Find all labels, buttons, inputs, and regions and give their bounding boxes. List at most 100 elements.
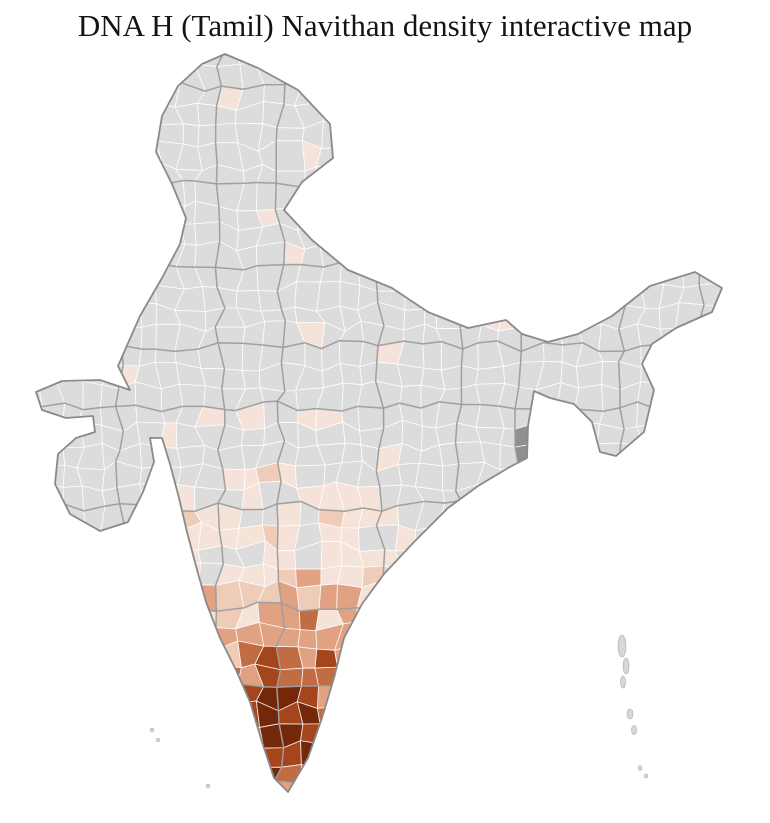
district-cell[interactable] [0, 342, 25, 370]
district-cell[interactable] [542, 687, 561, 710]
district-cell[interactable] [718, 783, 738, 799]
district-cell[interactable] [394, 680, 425, 709]
district-cell[interactable] [94, 761, 120, 792]
district-cell[interactable] [376, 180, 406, 204]
district-cell[interactable] [635, 600, 662, 630]
district-cell[interactable] [75, 582, 99, 611]
district-cell[interactable] [760, 721, 770, 751]
district-cell[interactable] [659, 760, 681, 792]
district-cell[interactable] [138, 162, 163, 186]
district-cell[interactable] [136, 221, 164, 249]
district-cell[interactable] [119, 667, 142, 691]
district-cell[interactable] [254, 46, 286, 65]
district-cell[interactable] [154, 483, 180, 512]
district-cell[interactable] [404, 128, 422, 152]
district-cell[interactable] [300, 782, 325, 799]
district-cell[interactable] [617, 64, 644, 89]
district-cell[interactable] [594, 161, 625, 189]
district-cell[interactable] [263, 84, 286, 105]
district-cell[interactable] [616, 221, 644, 249]
district-cell[interactable] [720, 401, 741, 428]
district-cell[interactable] [719, 223, 743, 246]
district-cell[interactable] [435, 148, 460, 171]
district-cell[interactable] [694, 422, 722, 448]
district-cell[interactable] [25, 321, 40, 351]
district-cell[interactable] [725, 203, 744, 228]
district-cell[interactable] [281, 60, 304, 85]
district-cell[interactable] [116, 208, 146, 223]
district-cell[interactable] [635, 727, 659, 752]
district-cell[interactable] [119, 107, 139, 127]
district-cell[interactable] [16, 100, 40, 129]
district-cell[interactable] [17, 584, 42, 608]
district-cell[interactable] [736, 266, 762, 288]
district-cell[interactable] [19, 783, 45, 799]
district-cell[interactable] [339, 67, 359, 88]
district-cell[interactable] [97, 560, 121, 590]
district-cell[interactable] [554, 706, 579, 730]
district-cell[interactable] [524, 562, 542, 592]
district-cell[interactable] [297, 629, 318, 650]
district-cell[interactable] [20, 642, 42, 664]
district-cell[interactable] [35, 46, 61, 69]
district-cell[interactable] [441, 83, 464, 111]
district-cell[interactable] [760, 243, 770, 270]
district-cell[interactable] [54, 184, 86, 211]
district-cell[interactable] [16, 480, 41, 509]
district-cell[interactable] [737, 127, 758, 150]
district-cell[interactable] [720, 301, 741, 327]
district-cell[interactable] [382, 565, 405, 588]
district-cell[interactable] [140, 323, 157, 350]
district-cell[interactable] [16, 680, 41, 707]
district-cell[interactable] [84, 720, 105, 747]
district-cell[interactable] [0, 725, 25, 745]
district-cell[interactable] [539, 461, 560, 484]
district-cell[interactable] [437, 603, 466, 631]
district-cell[interactable] [56, 282, 86, 310]
district-cell[interactable] [5, 281, 18, 309]
district-cell[interactable] [519, 523, 540, 549]
district-cell[interactable] [181, 768, 204, 789]
district-cell[interactable] [0, 486, 21, 508]
district-cell[interactable] [75, 742, 104, 771]
district-cell[interactable] [720, 324, 741, 352]
district-cell[interactable] [595, 526, 624, 551]
district-cell[interactable] [474, 743, 503, 768]
district-cell[interactable] [699, 181, 725, 208]
district-cell[interactable] [574, 384, 604, 412]
district-cell[interactable] [634, 562, 664, 589]
district-cell[interactable] [576, 685, 604, 710]
district-cell[interactable] [538, 305, 564, 324]
district-cell[interactable] [36, 784, 64, 799]
district-cell[interactable] [479, 761, 506, 790]
district-cell[interactable] [576, 582, 601, 612]
district-cell[interactable] [596, 781, 624, 799]
district-cell[interactable] [119, 683, 142, 711]
district-cell[interactable] [454, 521, 478, 544]
district-cell[interactable] [435, 127, 460, 151]
district-cell[interactable] [116, 185, 146, 212]
district-cell[interactable] [700, 480, 724, 507]
district-cell[interactable] [761, 786, 770, 799]
district-cell[interactable] [435, 181, 465, 211]
district-cell[interactable] [417, 781, 446, 799]
district-cell[interactable] [114, 302, 143, 331]
district-cell[interactable] [55, 609, 83, 632]
district-cell[interactable] [658, 529, 685, 547]
district-cell[interactable] [736, 629, 762, 642]
district-cell[interactable] [437, 728, 465, 747]
district-cell[interactable] [519, 668, 544, 688]
district-cell[interactable] [296, 584, 322, 612]
district-cell[interactable] [96, 107, 123, 127]
district-cell[interactable] [621, 187, 645, 207]
district-cell[interactable] [20, 141, 41, 172]
district-cell[interactable] [394, 46, 421, 70]
district-cell[interactable] [743, 244, 762, 268]
district-cell[interactable] [154, 766, 186, 791]
district-cell[interactable] [696, 648, 721, 672]
district-cell[interactable] [735, 183, 765, 203]
district-cell[interactable] [337, 240, 359, 267]
district-cell[interactable] [678, 401, 703, 428]
district-cell[interactable] [81, 184, 105, 210]
district-cell[interactable] [614, 547, 642, 564]
